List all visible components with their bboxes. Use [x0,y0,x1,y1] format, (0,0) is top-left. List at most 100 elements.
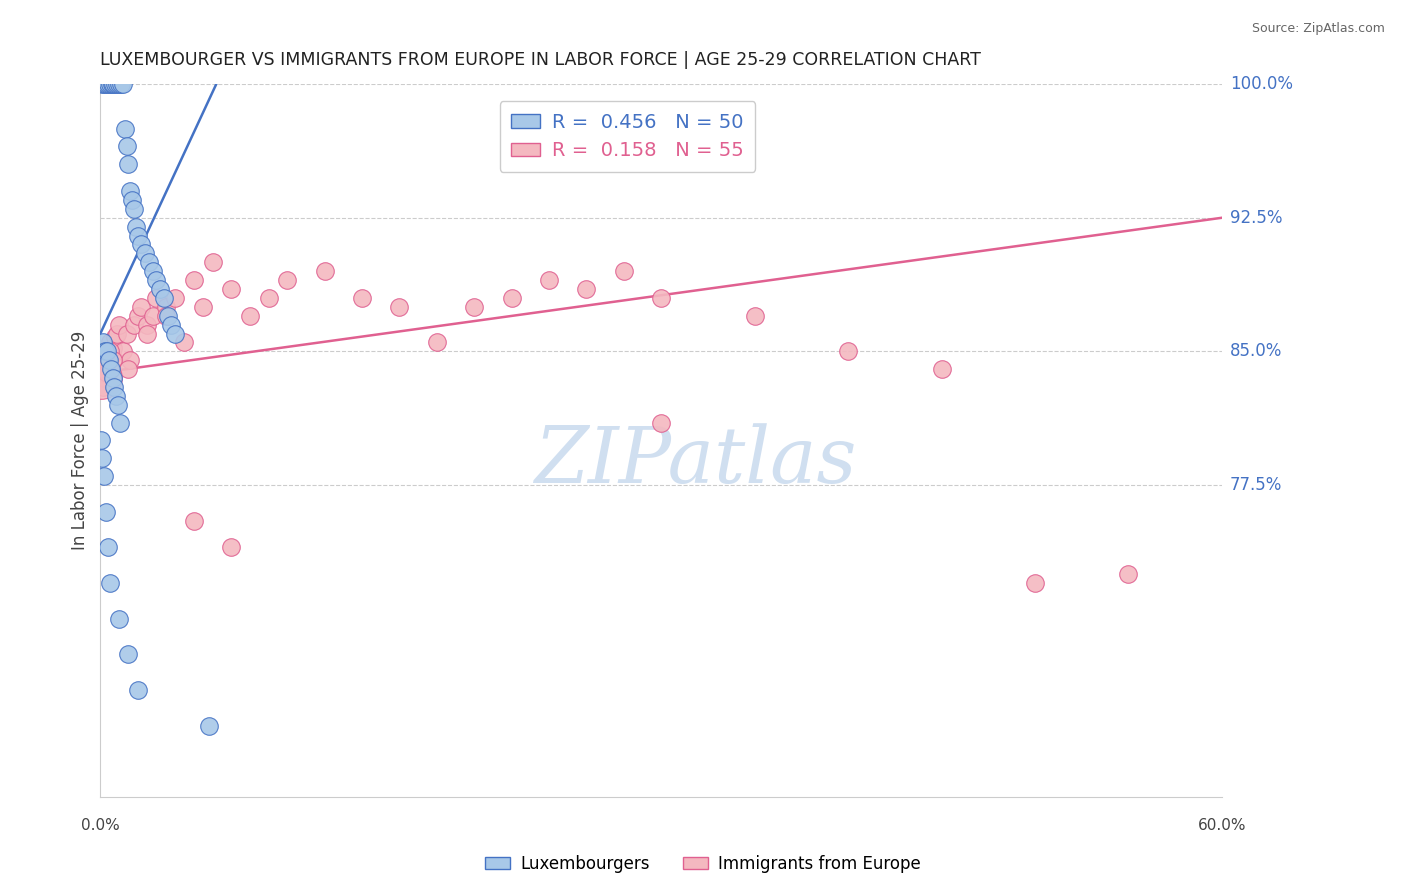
Point [103,341,125,355]
Point [117,647,139,661]
Point [97,353,120,368]
Point [108,612,131,626]
Point [90,434,112,448]
Point [142,309,165,323]
Point [91,362,114,376]
Point [134,246,156,260]
Point [131,300,153,314]
Point [155,309,177,323]
Point [115,139,138,153]
Point [98,576,121,591]
Y-axis label: In Labor Force | Age 25-29: In Labor Force | Age 25-29 [72,331,89,550]
Point [93,469,115,483]
Point [183,514,205,528]
Point [94,77,117,91]
Point [197,718,219,732]
Point [100,362,122,376]
Point [98,344,121,359]
Point [94,359,117,373]
Point [136,326,159,341]
Point [103,353,125,368]
Point [183,273,205,287]
Point [127,309,149,323]
Point [117,157,139,171]
Text: 85.0%: 85.0% [1230,343,1282,360]
Point [155,300,177,314]
Point [93,371,115,385]
Text: ZIPatlas: ZIPatlas [534,424,856,500]
Point [156,309,179,323]
Point [121,193,143,207]
Point [94,353,117,368]
Point [127,228,149,243]
Point [125,219,148,234]
Point [104,330,127,344]
Point [165,326,187,341]
Point [108,416,131,430]
Point [650,291,672,305]
Point [122,318,145,332]
Point [97,344,120,359]
Point [276,273,298,287]
Point [97,77,120,91]
Point [111,77,134,91]
Point [91,451,114,466]
Point [100,348,122,362]
Point [257,291,280,305]
Point [931,362,953,376]
Point [138,255,160,269]
Text: 60.0%: 60.0% [1198,818,1246,833]
Text: LUXEMBOURGER VS IMMIGRANTS FROM EUROPE IN LABOR FORCE | AGE 25-29 CORRELATION CH: LUXEMBOURGER VS IMMIGRANTS FROM EUROPE I… [100,51,981,69]
Point [100,77,122,91]
Point [105,389,128,403]
Point [117,362,139,376]
Point [191,300,214,314]
Point [173,335,195,350]
Point [103,380,125,394]
Point [314,264,336,278]
Point [149,282,172,296]
Point [219,541,242,555]
Point [105,326,128,341]
Point [91,380,114,394]
Legend: Luxembourgers, Immigrants from Europe: Luxembourgers, Immigrants from Europe [478,848,928,880]
Point [98,335,121,350]
Text: 100.0%: 100.0% [1230,75,1292,93]
Text: 92.5%: 92.5% [1230,209,1282,227]
Point [744,309,766,323]
Point [104,77,127,91]
Point [101,371,124,385]
Point [613,264,636,278]
Point [107,398,129,412]
Point [122,202,145,216]
Text: Source: ZipAtlas.com: Source: ZipAtlas.com [1251,22,1385,36]
Point [650,416,672,430]
Point [201,255,224,269]
Point [115,326,138,341]
Point [142,264,165,278]
Point [145,291,167,305]
Point [98,77,121,91]
Point [120,184,142,198]
Point [219,282,242,296]
Point [153,291,176,305]
Point [136,318,159,332]
Point [105,77,128,91]
Point [501,291,523,305]
Point [96,344,118,359]
Point [108,318,131,332]
Point [97,541,120,555]
Point [1118,567,1140,582]
Point [131,237,153,252]
Point [388,300,411,314]
Point [94,344,117,359]
Point [160,318,183,332]
Point [1024,576,1046,591]
Point [103,77,125,91]
Point [96,366,118,380]
Text: 0.0%: 0.0% [82,818,120,833]
Point [110,77,132,91]
Point [114,121,136,136]
Point [575,282,598,296]
Point [239,309,262,323]
